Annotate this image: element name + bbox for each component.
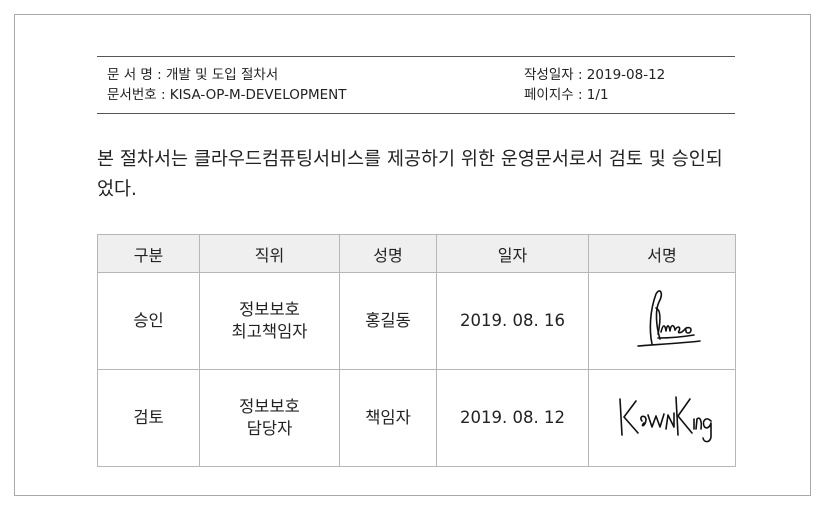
header-date: 일자 <box>436 234 589 273</box>
cell-name: 책임자 <box>339 369 437 467</box>
cell-signature <box>588 272 736 370</box>
position-line: 정보보호 <box>239 397 300 416</box>
header-name: 성명 <box>339 234 437 273</box>
cell-position: 정보보호 담당자 <box>199 369 340 467</box>
header-position: 직위 <box>199 234 340 273</box>
cell-date: 2019. 08. 12 <box>436 369 589 467</box>
table-header-row: 구분 직위 성명 일자 서명 <box>97 234 736 273</box>
created-date: 작성일자 : 2019-08-12 <box>524 67 666 83</box>
cell-category: 검토 <box>97 369 200 467</box>
doc-name: 문 서 명 : 개발 및 도입 절차서 <box>107 67 279 83</box>
signature-icon <box>619 396 712 443</box>
position-line: 정보보호 <box>239 300 300 319</box>
cell-category: 승인 <box>97 272 200 370</box>
header-signature: 서명 <box>588 234 736 273</box>
position-line: 최고책임자 <box>231 322 308 341</box>
signature-icon <box>637 290 701 347</box>
table-row: 승인 정보보호 최고책임자 홍길동 2019. 08. 16 <box>97 272 736 370</box>
header-category: 구분 <box>97 234 200 273</box>
page-count: 페이지수 : 1/1 <box>524 87 609 103</box>
position-line: 담당자 <box>246 419 293 438</box>
document-frame <box>14 14 811 496</box>
approval-table: 구분 직위 성명 일자 서명 승인 정보보호 최고책임자 홍길동 2019. 0… <box>97 234 736 467</box>
table-row: 검토 정보보호 담당자 책임자 2019. 08. 12 <box>97 369 736 467</box>
cell-name: 홍길동 <box>339 272 437 370</box>
header-top-rule <box>97 56 735 57</box>
cell-date: 2019. 08. 16 <box>436 272 589 370</box>
header-bottom-rule <box>97 113 735 114</box>
doc-number: 문서번호 : KISA-OP-M-DEVELOPMENT <box>107 87 347 103</box>
intro-statement: 본 절차서는 클라우드컴퓨팅서비스를 제공하기 위한 운영문서로서 검토 및 승… <box>97 149 723 200</box>
cell-signature <box>588 369 736 467</box>
cell-position: 정보보호 최고책임자 <box>199 272 340 370</box>
